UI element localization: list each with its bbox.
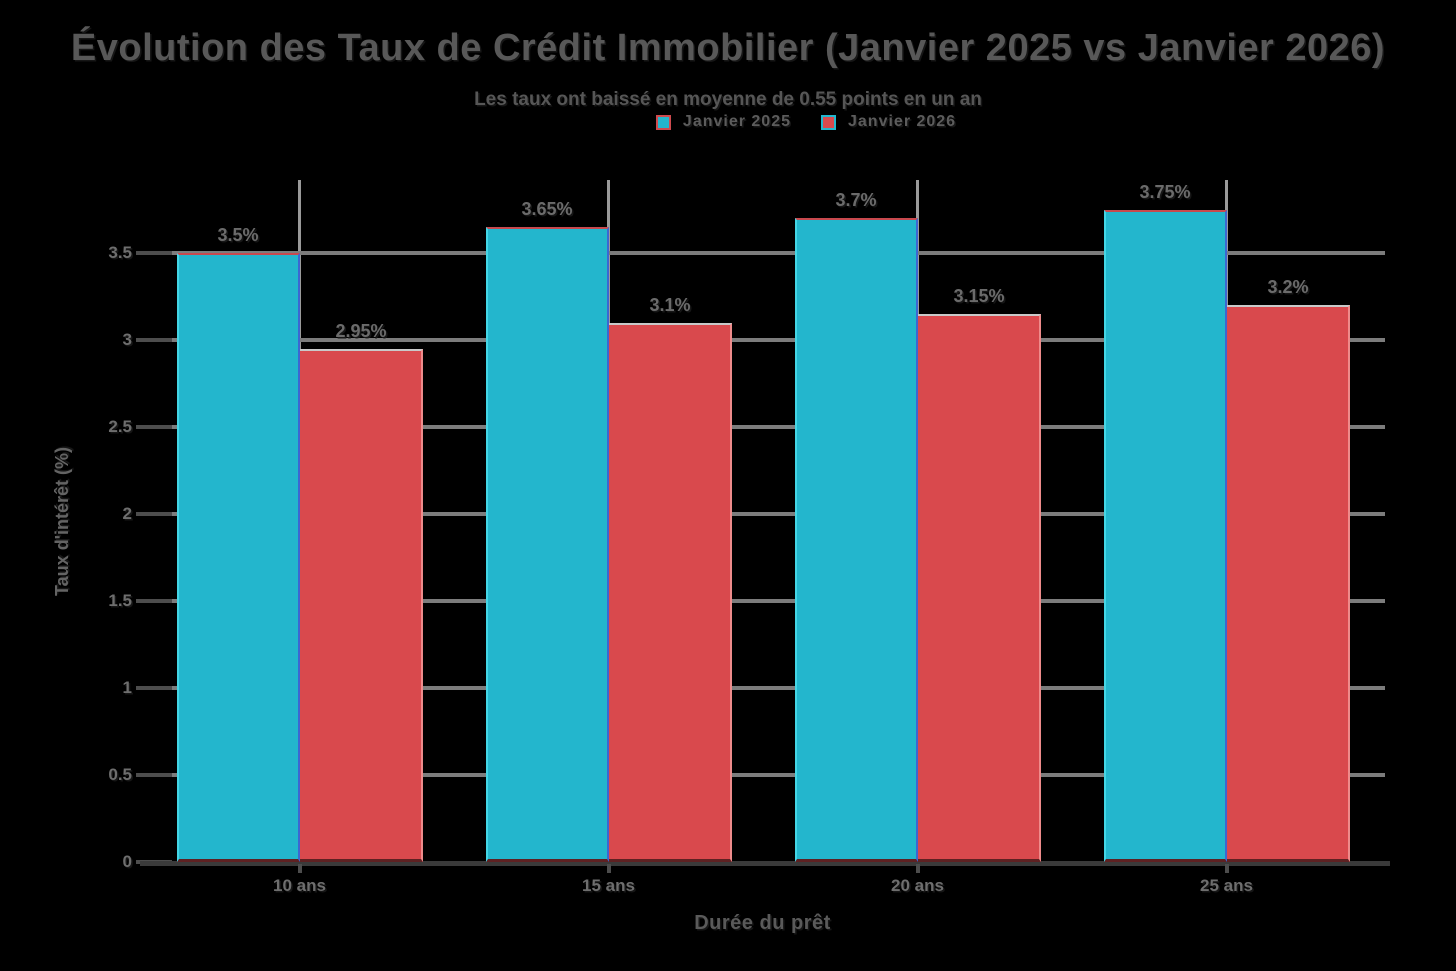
x-tick-mark <box>297 864 302 873</box>
y-tick-mark <box>136 251 172 255</box>
legend-label: Janvier 2026 <box>848 113 957 130</box>
y-tick-mark <box>136 686 172 690</box>
y-tick-mark <box>136 338 172 342</box>
y-gridline <box>140 773 1385 777</box>
y-gridline <box>140 599 1385 603</box>
x-tick-mark <box>1224 864 1229 873</box>
y-tick-mark <box>136 599 172 603</box>
bar-value-label: 3.7% <box>835 190 877 211</box>
y-tick-label: 1.5 <box>108 591 132 610</box>
x-tick-label: 15 ans <box>582 876 635 895</box>
y-gridline <box>140 338 1385 342</box>
y-tick-label: 0 <box>122 852 132 871</box>
bar-janvier-2026-15-ans <box>608 322 732 862</box>
y-axis-title-wrap: Taux d'intérêt (%) <box>34 391 90 651</box>
bar-value-label: 2.95% <box>335 320 387 341</box>
y-tick-mark <box>136 425 172 429</box>
bar-value-label: 3.15% <box>953 285 1005 306</box>
bar-janvier-2026-10-ans <box>299 348 423 862</box>
x-tick-label: 25 ans <box>1200 876 1253 895</box>
bar-janvier-2025-20-ans <box>794 218 918 862</box>
legend-label: Janvier 2025 <box>682 113 791 130</box>
x-tick-label: 10 ans <box>273 876 326 895</box>
bar-janvier-2025-15-ans <box>485 226 609 862</box>
legend-item-janvier-2026: Janvier 2026 <box>821 113 956 131</box>
bar-value-label: 3.2% <box>1267 277 1309 298</box>
bar-value-label: 3.65% <box>521 198 573 219</box>
bar-value-label: 3.1% <box>649 294 691 315</box>
bar-janvier-2025-25-ans <box>1103 209 1227 862</box>
y-tick-label: 2 <box>122 504 132 523</box>
y-axis-title: Taux d'intérêt (%) <box>51 446 72 596</box>
x-axis-title: Durée du prêt <box>694 912 831 934</box>
y-gridline <box>140 425 1385 429</box>
bar-value-label: 3.75% <box>1139 181 1191 202</box>
y-tick-mark <box>136 512 172 516</box>
y-gridline <box>140 251 1385 255</box>
y-tick-label: 0.5 <box>108 765 132 784</box>
bar-janvier-2025-10-ans <box>176 253 300 862</box>
legend-swatch <box>821 114 836 130</box>
bar-janvier-2026-25-ans <box>1226 305 1350 862</box>
x-tick-mark <box>606 864 611 873</box>
legend-swatch <box>655 114 671 130</box>
x-axis-line <box>140 861 1390 866</box>
y-tick-label: 1 <box>122 678 132 697</box>
y-tick-label: 2.5 <box>108 417 132 436</box>
chart-title: Évolution des Taux de Crédit Immobilier … <box>70 27 1386 69</box>
bar-janvier-2026-20-ans <box>917 313 1041 862</box>
y-gridline <box>140 512 1385 516</box>
bar-value-label: 3.5% <box>217 225 259 245</box>
y-tick-mark <box>136 773 172 777</box>
y-tick-label: 3 <box>122 330 132 349</box>
y-tick-label: 3.5 <box>108 243 132 262</box>
chart-subtitle: Les taux ont baissé en moyenne de 0.55 p… <box>474 89 982 110</box>
legend: Janvier 2025 Janvier 2026 <box>78 113 1456 131</box>
legend-item-janvier-2025: Janvier 2025 <box>655 113 791 131</box>
y-gridline <box>140 686 1385 690</box>
x-tick-mark <box>915 864 920 873</box>
x-tick-label: 20 ans <box>891 876 944 895</box>
